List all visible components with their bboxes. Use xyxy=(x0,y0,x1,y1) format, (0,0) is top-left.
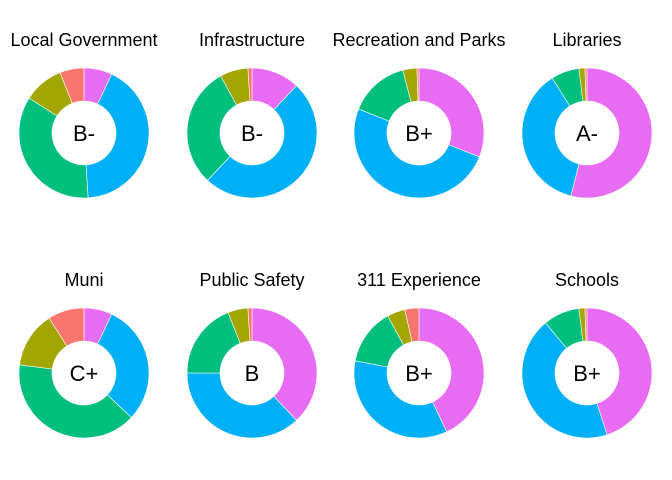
donut-slice-grade-f xyxy=(48,307,85,347)
donut-slice-grade-a xyxy=(418,67,485,158)
grade-label: B+ xyxy=(405,361,433,386)
donut-slice-grade-b xyxy=(85,73,150,199)
donut-slice-grade-b xyxy=(207,85,318,199)
donut-panel-recreation-and-parks: Recreation and Parks B+ xyxy=(332,30,506,199)
donut-slice-grade-b xyxy=(186,372,297,439)
donut-slice-grade-f xyxy=(584,307,588,342)
grade-label: A- xyxy=(576,121,598,146)
donut-slice-grade-c xyxy=(186,75,237,181)
panel-title: Local Government xyxy=(10,30,157,50)
donut-slice-grade-a xyxy=(418,307,485,433)
panel-title: Recreation and Parks xyxy=(332,30,505,50)
panel-title: Public Safety xyxy=(199,270,304,290)
panel-title: Schools xyxy=(555,270,619,290)
donut-panel-schools: Schools B+ xyxy=(521,270,653,439)
donut-slice-grade-c xyxy=(18,97,89,199)
panel-title: 311 Experience xyxy=(357,270,481,290)
donut-slice-grade-b xyxy=(97,313,150,418)
grade-label: B+ xyxy=(573,361,601,386)
donut-slice-grade-f xyxy=(584,67,588,102)
donut-panel-311-experience: 311 Experience B+ xyxy=(353,270,485,439)
grade-label: B- xyxy=(241,121,263,146)
donut-slice-grade-b xyxy=(353,360,448,439)
donut-panel-infrastructure: Infrastructure B- xyxy=(186,30,318,199)
donut-panel-public-safety: Public Safety B xyxy=(186,270,318,439)
donut-slice-grade-a xyxy=(570,67,653,199)
donut-slice-grade-b xyxy=(521,77,580,197)
donut-slice-grade-b xyxy=(353,108,480,199)
donut-panel-local-government: Local Government B- xyxy=(10,30,158,199)
donut-slice-grade-f xyxy=(247,307,253,342)
donut-slice-grade-f xyxy=(416,67,420,102)
donut-panel-muni: Muni C+ xyxy=(18,270,150,439)
donut-slice-grade-a xyxy=(251,307,318,421)
panel-title: Muni xyxy=(64,270,103,290)
donut-slice-grade-a xyxy=(586,307,653,436)
grade-label: C+ xyxy=(70,361,99,386)
grade-label: B+ xyxy=(405,121,433,146)
donut-slice-grade-c xyxy=(18,364,132,439)
panel-title: Libraries xyxy=(552,30,621,50)
grade-label: B xyxy=(245,361,260,386)
donut-slice-grade-f xyxy=(59,67,85,104)
donut-slice-grade-f xyxy=(247,67,253,102)
grade-label: B- xyxy=(73,121,95,146)
donut-slice-grade-b xyxy=(521,322,608,439)
donut-slice-grade-f xyxy=(404,307,420,343)
panel-title: Infrastructure xyxy=(199,30,305,50)
donut-panel-libraries: Libraries A- xyxy=(521,30,653,199)
